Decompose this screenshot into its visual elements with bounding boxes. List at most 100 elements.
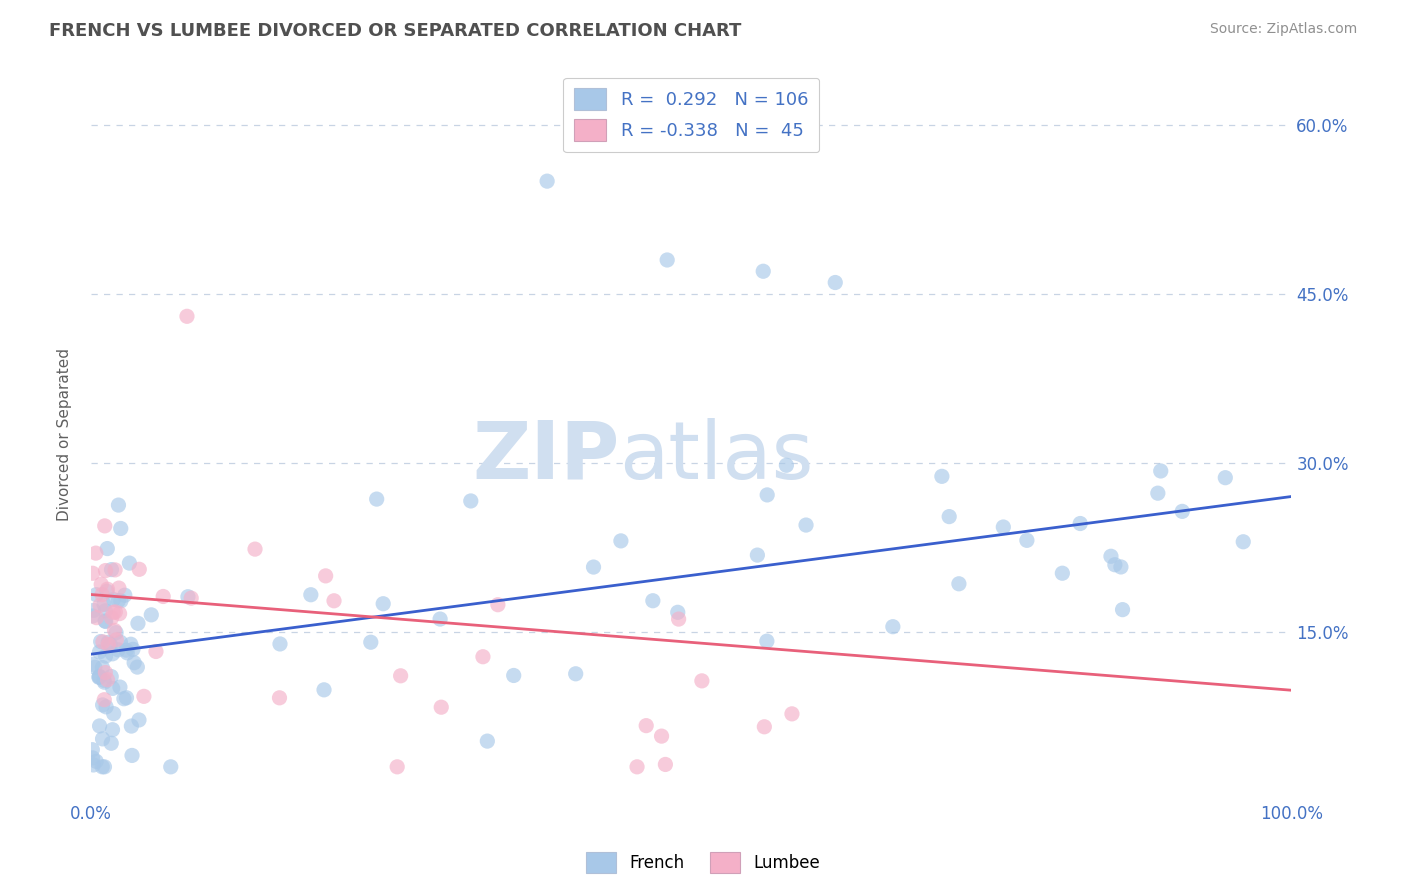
Point	[747, 548, 769, 562]
Point	[177, 590, 200, 604]
Point	[96, 673, 118, 687]
Point	[127, 616, 149, 631]
Point	[93, 760, 115, 774]
Point	[94, 615, 117, 629]
Point	[1171, 504, 1194, 518]
Point	[86, 610, 108, 624]
Point	[89, 670, 111, 684]
Point	[582, 560, 605, 574]
Point	[87, 670, 110, 684]
Point	[107, 643, 129, 657]
Point	[91, 698, 114, 712]
Point	[94, 649, 117, 664]
Point	[121, 748, 143, 763]
Point	[389, 669, 412, 683]
Point	[94, 614, 117, 628]
Point	[993, 520, 1015, 534]
Point	[91, 660, 114, 674]
Point	[948, 576, 970, 591]
Point	[128, 562, 150, 576]
Point	[89, 599, 111, 613]
Point	[117, 646, 139, 660]
Point	[84, 546, 107, 560]
Point	[373, 597, 395, 611]
Point	[103, 592, 125, 607]
Point	[312, 682, 335, 697]
Point	[91, 588, 114, 602]
Point	[626, 760, 648, 774]
Point	[1104, 558, 1126, 572]
Point	[110, 635, 132, 649]
Point	[94, 665, 117, 680]
Text: atlas: atlas	[619, 417, 814, 496]
Point	[299, 588, 322, 602]
Point	[83, 660, 105, 674]
Point	[486, 598, 509, 612]
Point	[103, 706, 125, 721]
Point	[97, 637, 120, 651]
Point	[1069, 516, 1091, 531]
Point	[120, 719, 142, 733]
Point	[243, 542, 266, 557]
Point	[754, 720, 776, 734]
Point	[641, 593, 664, 607]
Point	[93, 692, 115, 706]
Point	[429, 612, 451, 626]
Point	[564, 666, 586, 681]
Point	[110, 521, 132, 535]
Point	[101, 647, 124, 661]
Point	[1109, 560, 1132, 574]
Point	[101, 723, 124, 737]
Point	[89, 719, 111, 733]
Point	[100, 669, 122, 683]
Point	[100, 563, 122, 577]
Text: ZIP: ZIP	[472, 417, 619, 496]
Point	[128, 713, 150, 727]
Point	[269, 690, 291, 705]
Point	[100, 736, 122, 750]
Point	[104, 563, 127, 577]
Point	[471, 649, 494, 664]
Point	[366, 492, 388, 507]
Point	[127, 660, 149, 674]
Text: Source: ZipAtlas.com: Source: ZipAtlas.com	[1209, 22, 1357, 37]
Point	[94, 699, 117, 714]
Point	[118, 556, 141, 570]
Point	[159, 760, 181, 774]
Point	[430, 700, 453, 714]
Point	[93, 675, 115, 690]
Legend: French, Lumbee: French, Lumbee	[579, 846, 827, 880]
Legend: R =  0.292   N = 106, R = -0.338   N =  45: R = 0.292 N = 106, R = -0.338 N = 45	[564, 78, 820, 153]
Point	[824, 276, 846, 290]
Point	[315, 569, 337, 583]
Point	[96, 541, 118, 556]
Point	[1052, 566, 1074, 581]
Point	[93, 519, 115, 533]
Text: FRENCH VS LUMBEE DIVORCED OR SEPARATED CORRELATION CHART: FRENCH VS LUMBEE DIVORCED OR SEPARATED C…	[49, 22, 741, 40]
Point	[89, 669, 111, 683]
Point	[1015, 533, 1038, 548]
Point	[96, 582, 118, 597]
Point	[1099, 549, 1122, 564]
Point	[666, 605, 689, 619]
Point	[668, 612, 690, 626]
Point	[104, 605, 127, 619]
Point	[93, 673, 115, 688]
Point	[82, 609, 104, 624]
Point	[112, 691, 135, 706]
Point	[690, 673, 713, 688]
Point	[91, 731, 114, 746]
Point	[115, 643, 138, 657]
Point	[89, 645, 111, 659]
Point	[84, 588, 107, 602]
Point	[108, 607, 131, 621]
Point	[103, 624, 125, 638]
Point	[108, 581, 131, 595]
Point	[101, 606, 124, 620]
Point	[657, 252, 679, 267]
Point	[610, 533, 633, 548]
Point	[101, 681, 124, 696]
Point	[82, 742, 104, 756]
Point	[94, 564, 117, 578]
Point	[132, 690, 155, 704]
